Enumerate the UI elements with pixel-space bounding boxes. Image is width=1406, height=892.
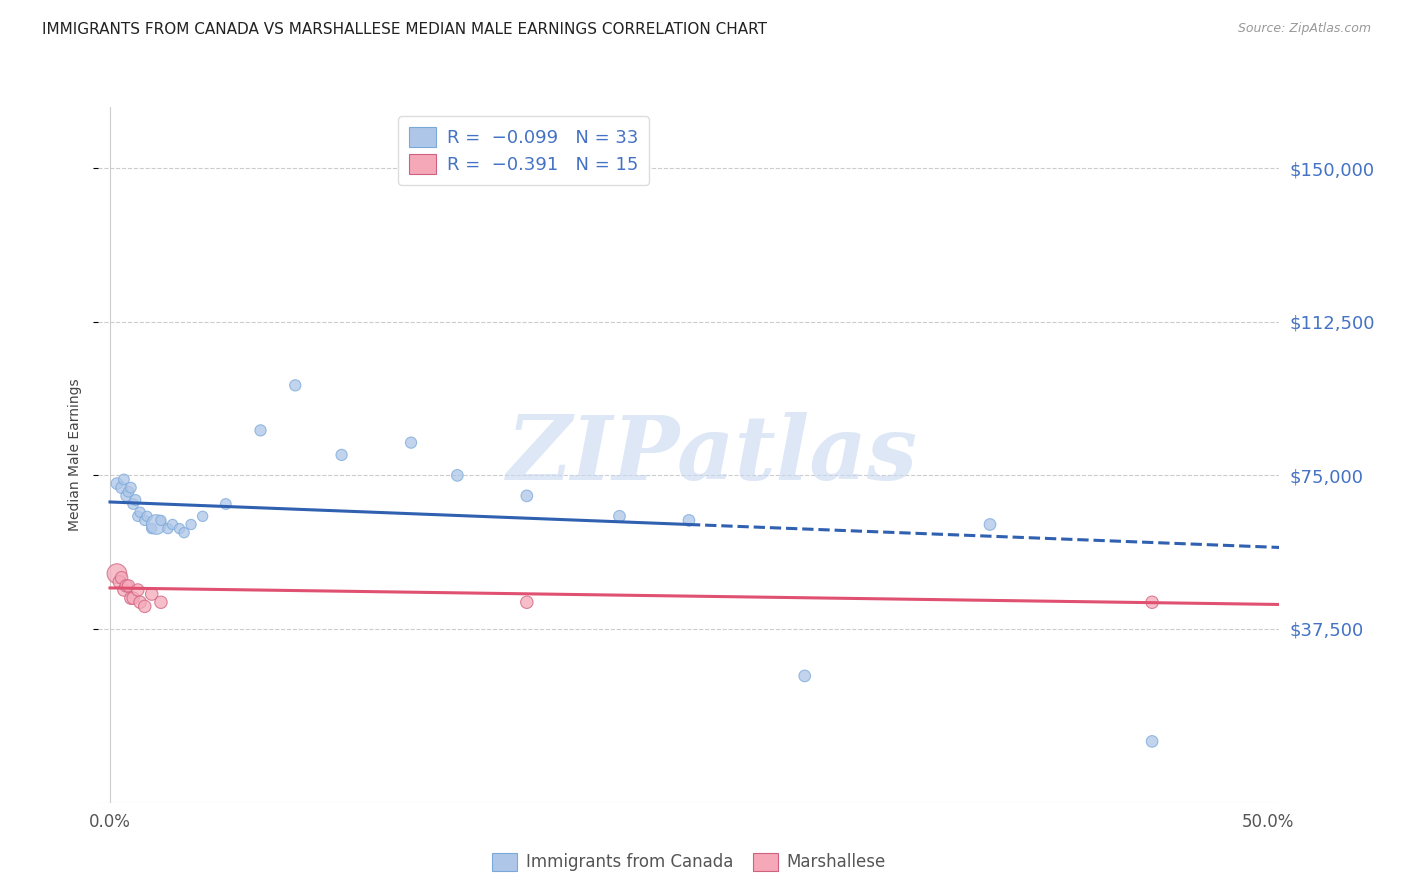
Point [162, 517, 184, 532]
Point [149, 513, 172, 527]
Point [330, 448, 353, 462]
Point [141, 587, 163, 601]
Point [516, 595, 538, 609]
Point [117, 484, 139, 499]
Point [124, 492, 146, 507]
Point [793, 669, 815, 683]
Point [191, 509, 214, 524]
Y-axis label: Median Male Earnings: Median Male Earnings [69, 378, 83, 532]
Point [678, 513, 700, 527]
Point [108, 574, 131, 589]
Point [134, 599, 156, 614]
Point [120, 591, 142, 606]
Point [180, 517, 202, 532]
Point [112, 473, 135, 487]
Text: Source: ZipAtlas.com: Source: ZipAtlas.com [1237, 22, 1371, 36]
Point [136, 509, 159, 524]
Point [173, 525, 195, 540]
Point [249, 423, 271, 437]
Text: IMMIGRANTS FROM CANADA VS MARSHALLESE MEDIAN MALE EARNINGS CORRELATION CHART: IMMIGRANTS FROM CANADA VS MARSHALLESE ME… [42, 22, 768, 37]
Point [127, 509, 149, 524]
Point [979, 517, 1001, 532]
Point [120, 481, 142, 495]
Point [122, 591, 145, 606]
Text: ZIPatlas: ZIPatlas [508, 412, 918, 498]
Point [129, 505, 152, 519]
Point [1140, 595, 1163, 609]
Point [105, 566, 128, 581]
Point [516, 489, 538, 503]
Point [129, 595, 152, 609]
Point [110, 481, 132, 495]
Legend: Immigrants from Canada, Marshallese: Immigrants from Canada, Marshallese [485, 846, 893, 878]
Point [609, 509, 631, 524]
Point [105, 476, 128, 491]
Point [149, 595, 172, 609]
Point [446, 468, 468, 483]
Point [1140, 734, 1163, 748]
Point [127, 582, 149, 597]
Point [215, 497, 238, 511]
Point [112, 582, 135, 597]
Point [134, 513, 156, 527]
Point [399, 435, 422, 450]
Point [145, 517, 167, 532]
Point [141, 522, 163, 536]
Point [117, 579, 139, 593]
Point [115, 579, 138, 593]
Point [110, 571, 132, 585]
Point [115, 489, 138, 503]
Point [156, 522, 179, 536]
Point [284, 378, 307, 392]
Point [169, 522, 191, 536]
Point [122, 497, 145, 511]
